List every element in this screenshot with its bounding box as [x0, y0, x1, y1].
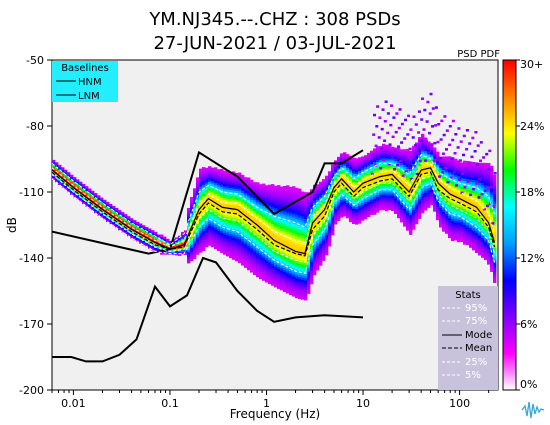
y-tick-label: -170 — [19, 318, 44, 331]
colorbar-gradient — [502, 59, 517, 391]
lnm-legend-label: LNM — [78, 91, 100, 102]
series-line-25pct — [52, 174, 495, 263]
series-line-lnm — [52, 256, 364, 363]
series-line-hnm — [52, 149, 364, 255]
colorbar-tick-label: 18% — [520, 186, 544, 199]
colorbar-tick-label: 0% — [520, 378, 537, 391]
colorbar-tick-label: 12% — [520, 252, 544, 265]
y-tick-label: -80 — [26, 120, 44, 133]
x-tick-label: 0.1 — [161, 397, 179, 410]
series-line-75pct — [52, 162, 495, 248]
y-tick-label: -200 — [19, 384, 44, 397]
stats-legend: Stats 95% 75% Mode Mean 25% 5% — [438, 286, 498, 390]
mode-legend-label: Mode — [465, 330, 492, 341]
x-tick-label: 10 — [356, 397, 370, 410]
chart-title: YM.NJ345.--.CHZ : 308 PSDs — [148, 9, 400, 30]
stats-legend-title: Stats — [455, 290, 481, 301]
wave-logo-icon — [520, 396, 546, 422]
hnm-legend-label: HNM — [78, 77, 102, 88]
baselines-legend-title: Baselines — [61, 63, 109, 74]
chart-subtitle: 27-JUN-2021 / 03-JUL-2021 — [153, 33, 396, 54]
colorbar-tick-label: 24% — [520, 120, 544, 133]
x-tick-label: 0.01 — [61, 397, 86, 410]
y-tick-label: -140 — [19, 252, 44, 265]
p25-legend-label: 25% — [465, 357, 487, 368]
y-tick-label: -50 — [26, 54, 44, 67]
x-tick-label: 1 — [263, 397, 270, 410]
series-line-5pct — [52, 178, 495, 274]
colorbar: 0% 6% 12% 18% 24% 30+ — [502, 58, 544, 391]
p95-legend-label: 95% — [465, 303, 487, 314]
x-tick-label: 100 — [449, 397, 470, 410]
x-axis-label: Frequency (Hz) — [230, 407, 321, 421]
colorbar-tick-label: 30+ — [520, 58, 543, 71]
colorbar-tick-label: 6% — [520, 318, 537, 331]
y-tick-label: -110 — [19, 186, 44, 199]
mean-legend-label: Mean — [465, 343, 492, 354]
series-line-95pct — [52, 153, 495, 246]
stats-legend-box — [438, 286, 498, 390]
axes: -200 -170 -140 -110 -80 -50 0.01 0.1 1 10 100 — [19, 54, 490, 410]
baselines-legend: Baselines HNM LNM — [52, 61, 118, 102]
series-lines — [52, 149, 496, 363]
y-axis-label: dB — [5, 217, 19, 233]
pdf-label: PSD PDF — [457, 49, 500, 60]
series-line-mean — [52, 171, 496, 257]
p5-legend-label: 5% — [465, 370, 481, 381]
p75-legend-label: 75% — [465, 316, 487, 327]
colorbar-ticks: 0% 6% 12% 18% 24% 30+ — [516, 58, 544, 391]
